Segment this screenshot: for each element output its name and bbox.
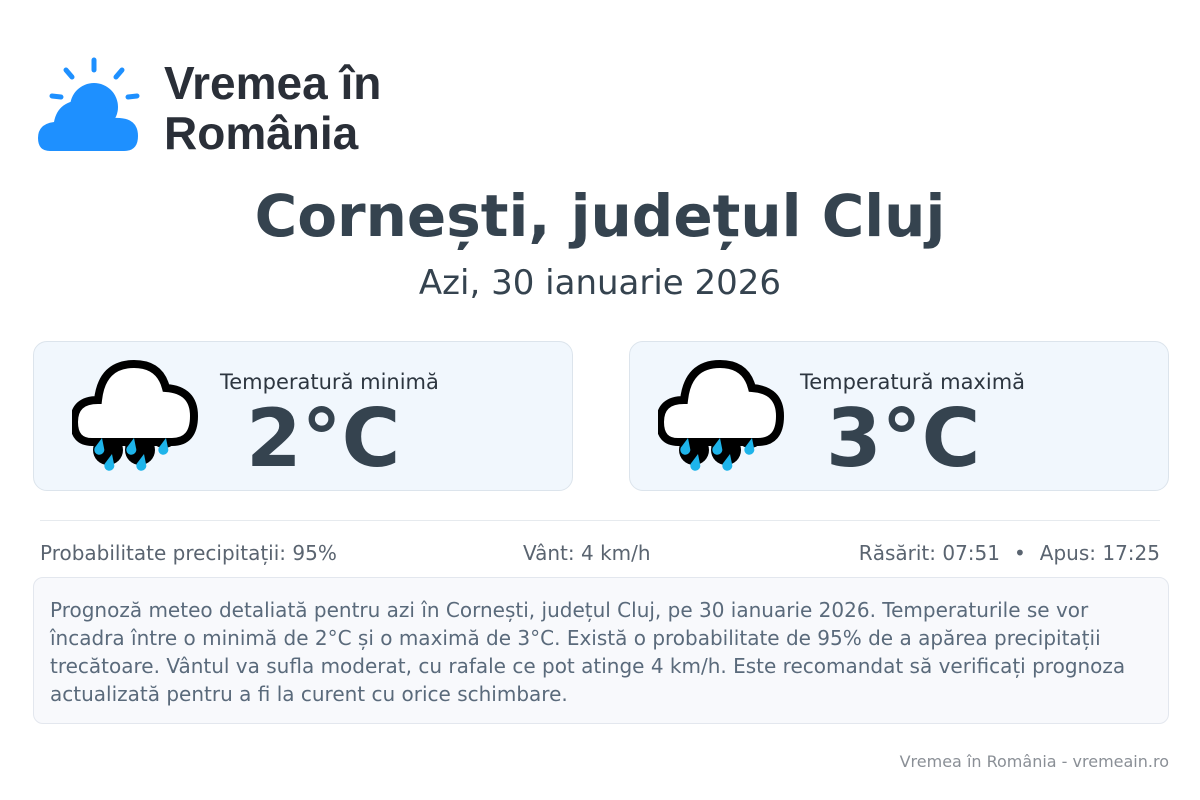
sun-times: Răsărit: 07:51 • Apus: 17:25 xyxy=(859,541,1160,565)
min-temp-card: Temperatură minimă 2°C xyxy=(33,341,573,491)
sun-cloud-icon xyxy=(38,57,140,151)
precipitation-stat: Probabilitate precipitații: 95% xyxy=(40,541,337,565)
max-temp-label: Temperatură maximă xyxy=(800,370,1026,394)
page-title: Cornești, județul Cluj xyxy=(254,182,946,250)
max-temp-card: Temperatură maximă 3°C xyxy=(629,341,1169,491)
rain-cloud-icon xyxy=(72,359,199,471)
min-temp-label: Temperatură minimă xyxy=(220,370,439,394)
divider xyxy=(40,520,1160,521)
sunrise-stat: Răsărit: 07:51 xyxy=(858,541,1000,565)
logo-text: Vremea în România xyxy=(164,57,382,159)
rain-cloud-icon xyxy=(658,359,785,471)
footer-credit[interactable]: Vremea în România - vremeain.ro xyxy=(899,752,1169,771)
sunset-stat: Apus: 17:25 xyxy=(1039,541,1160,565)
min-temp-value: 2°C xyxy=(246,392,401,485)
page-date: Azi, 30 ianuarie 2026 xyxy=(418,263,782,303)
wind-stat: Vânt: 4 km/h xyxy=(523,541,651,565)
forecast-description: Prognoză meteo detaliată pentru azi în C… xyxy=(33,577,1169,724)
separator-dot: • xyxy=(1013,541,1026,565)
logo[interactable]: Vremea în România xyxy=(36,52,381,158)
max-temp-value: 3°C xyxy=(826,392,981,485)
